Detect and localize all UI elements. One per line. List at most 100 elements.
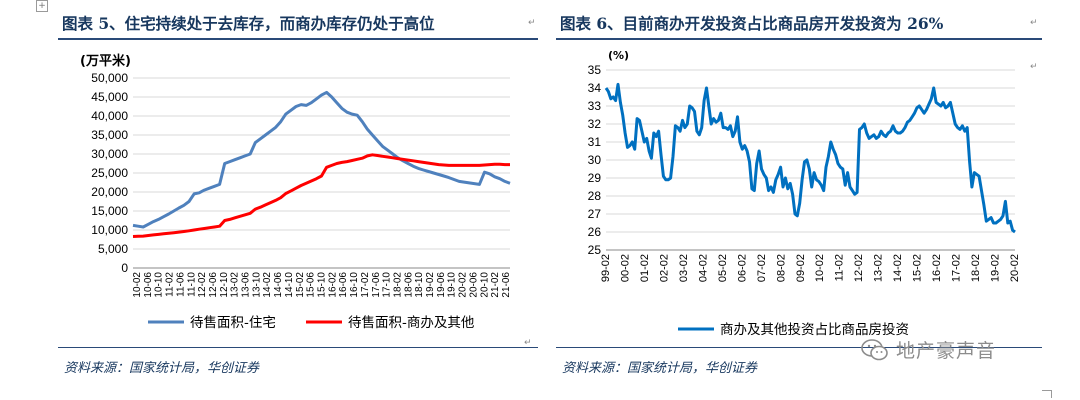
x-tick-label: 16-02	[327, 272, 338, 298]
x-tick-label: 12-02	[853, 254, 865, 282]
x-tick-label: 18-10	[414, 272, 425, 298]
legend-label: 商办及其他投资占比商品房投资	[720, 322, 909, 338]
x-tick-label: 19-06	[436, 272, 447, 298]
figure-5-source: 资料来源：国家统计局，华创证券	[64, 361, 260, 376]
x-tick-label: 09-02	[795, 254, 807, 282]
figure-6-title: 图表 6、目前商办开发投资占比商品房开发投资为 26%	[560, 14, 944, 33]
x-tick-label: 15-02	[295, 272, 306, 298]
x-tick-label: 15-10	[317, 272, 328, 298]
figure-5-title: 图表 5、住宅持续处于去库存，而商办库存仍处于高位	[62, 14, 435, 33]
figure-6-source: 资料来源：国家统计局，华创证券	[562, 361, 758, 376]
y-tick-label: 35	[588, 63, 602, 77]
y-tick-label: 25	[588, 243, 602, 257]
x-tick-label: 16-02	[931, 254, 943, 282]
x-tick-label: 21-06	[501, 272, 512, 298]
source-rule	[58, 347, 538, 348]
y-tick-label: 27	[588, 207, 602, 221]
figure-6: 图表 6、目前商办开发投资占比商品房开发投资为 26% ↵ 25 26 27 28 29…	[556, 0, 1042, 400]
y-tick-label: 40,000	[91, 109, 128, 123]
x-tick-label: 18-02	[392, 272, 403, 298]
x-tick-label: 10-06	[143, 272, 154, 298]
y-axis-unit: (%)	[608, 49, 629, 62]
x-tick-label: 12-10	[219, 272, 230, 298]
y-tick-label: 45,000	[91, 90, 128, 104]
x-tick-label: 18-02	[970, 254, 982, 282]
x-tick-label: 12-02	[197, 272, 208, 298]
x-tick-label: 00-02	[619, 254, 631, 282]
x-tick-label: 11-10	[186, 272, 197, 297]
source-rule	[556, 347, 1042, 348]
x-tick-label: 11-02	[834, 254, 846, 281]
series-line-2	[132, 153, 510, 238]
x-tick-label: 13-02	[230, 272, 241, 298]
x-tick-label: 14-10	[284, 272, 295, 298]
section-marker-icon: +	[36, 0, 48, 12]
x-tick-label: 13-10	[251, 272, 262, 298]
x-tick-label: 13-06	[241, 272, 252, 298]
y-tick-label: 30,000	[91, 147, 128, 161]
y-tick-label: 0	[121, 261, 128, 275]
x-tick-label: 21-02	[490, 272, 501, 298]
legend-label: 待售面积-住宅	[190, 315, 276, 331]
watermark-text: 地产豪声音	[896, 340, 997, 362]
x-tick-label: 11-02	[165, 272, 176, 297]
title-rule	[58, 38, 538, 40]
x-tick-label: 13-02	[873, 254, 885, 282]
x-tick-label: 14-02	[262, 272, 273, 298]
x-tick-label: 03-02	[678, 254, 690, 282]
y-tick-label: 28	[588, 189, 602, 203]
y-tick-label: 15,000	[91, 204, 128, 218]
x-tick-label: 11-06	[175, 272, 186, 297]
x-tick-label: 06-02	[736, 254, 748, 282]
x-tick-label: 17-06	[371, 272, 382, 298]
paragraph-mark-icon: ↵	[524, 338, 532, 348]
x-tick-label: 12-06	[208, 272, 219, 298]
x-tick-label: 17-10	[382, 272, 393, 298]
x-tick-label: 20-10	[479, 272, 490, 298]
x-tick-label: 19-02	[425, 272, 436, 298]
x-tick-label: 08-02	[775, 254, 787, 282]
y-tick-label: 20,000	[91, 185, 128, 199]
title-rule	[556, 38, 1042, 40]
x-tick-label: 20-02	[1009, 254, 1021, 282]
y-tick-label: 50,000	[91, 71, 128, 85]
y-tick-label: 5,000	[98, 242, 128, 256]
x-tick-label: 14-02	[892, 254, 904, 282]
x-tick-label: 16-10	[349, 272, 360, 298]
paragraph-mark-icon: ↵	[1030, 62, 1038, 72]
figure-5-chart: 0 5,000 10,000 15,000 20,000 25,000 30,000 35,0…	[80, 53, 512, 331]
x-tick-label: 10-02	[814, 254, 826, 282]
x-tick-label: 10-02	[132, 272, 143, 298]
series-line-1	[604, 82, 1016, 234]
x-tick-label: 17-02	[360, 272, 371, 298]
y-tick-label: 35,000	[91, 128, 128, 142]
y-tick-label: 31	[588, 135, 602, 149]
x-tick-label: 01-02	[639, 254, 651, 282]
x-tick-label: 19-02	[990, 254, 1002, 282]
y-tick-label: 32	[588, 117, 602, 131]
y-tick-label: 26	[588, 225, 602, 239]
legend-label: 待售面积-商办及其他	[348, 315, 474, 331]
x-tick-label: 16-06	[338, 272, 349, 298]
x-tick-label: 07-02	[756, 254, 768, 282]
x-tick-label: 17-02	[951, 254, 963, 282]
y-tick-label: 10,000	[91, 223, 128, 237]
x-tick-label: 05-02	[717, 254, 729, 282]
wechat-icon	[861, 338, 888, 360]
x-tick-label: 15-02	[912, 254, 924, 282]
figure-5: 图表 5、住宅持续处于去库存，而商办库存仍处于高位 ↵ 0 5,000 10,000…	[58, 0, 538, 400]
x-tick-label: 99-02	[600, 254, 612, 282]
x-tick-label: 04-02	[697, 254, 709, 282]
x-tick-label: 15-06	[306, 272, 317, 298]
y-tick-label: 33	[588, 99, 602, 113]
x-tick-label: 18-06	[403, 272, 414, 298]
paragraph-mark-icon: ↵	[1030, 18, 1038, 28]
paragraph-mark-icon: ↵	[528, 18, 536, 28]
series-line-1	[132, 90, 511, 229]
x-tick-label: 10-10	[154, 272, 165, 298]
y-tick-label: 25,000	[91, 166, 128, 180]
x-tick-label: 20-02	[458, 272, 469, 298]
watermark: 地产豪声音	[860, 336, 996, 363]
x-tick-label: 02-02	[658, 254, 670, 282]
y-tick-label: 34	[588, 81, 602, 95]
